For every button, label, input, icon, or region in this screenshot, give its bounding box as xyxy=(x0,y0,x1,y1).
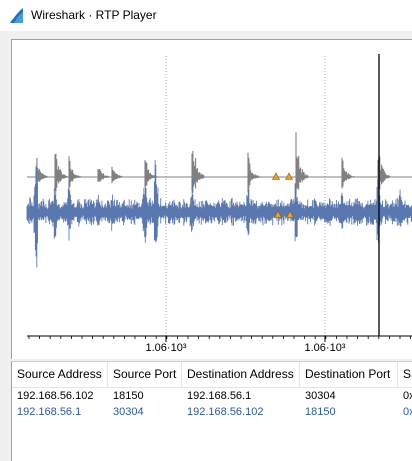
x-tick-label: 1.06·10³ xyxy=(305,342,346,354)
column-header-source-port[interactable]: Source Port xyxy=(108,362,182,387)
cell-destination-port: 18150 xyxy=(305,406,336,418)
window-title: Wireshark · RTP Player xyxy=(31,8,157,22)
table-header: Source Address Source Port Destination A… xyxy=(12,362,412,388)
column-header-source-address[interactable]: Source Address xyxy=(12,362,108,387)
waveform-plot[interactable]: 1.06·10³ 1.06·10³ xyxy=(11,39,412,359)
x-tick-label: 1.06·10³ xyxy=(146,342,187,354)
table-row[interactable]: 192.168.56.102 18150 192.168.56.1 30304 … xyxy=(12,388,412,404)
cell-ssrc: 0x xyxy=(403,406,412,418)
cell-destination-address: 192.168.56.102 xyxy=(187,406,264,418)
stream2-marker xyxy=(273,210,283,218)
stream2-marker xyxy=(285,210,295,218)
column-header-destination-port[interactable]: Destination Port xyxy=(300,362,398,387)
cell-destination-address: 192.168.56.1 xyxy=(187,390,252,402)
cell-source-address: 192.168.56.102 xyxy=(17,390,94,402)
cell-source-port: 18150 xyxy=(113,390,144,402)
cell-ssrc: 0x xyxy=(403,390,412,402)
stream2-waveform xyxy=(26,160,412,268)
title-bar: Wireshark · RTP Player xyxy=(0,0,412,31)
waveform-canvas[interactable]: 1.06·10³ 1.06·10³ xyxy=(12,40,412,359)
column-header-ssrc[interactable]: SS xyxy=(403,367,412,381)
wireshark-fin-icon xyxy=(10,8,23,23)
cell-destination-port: 30304 xyxy=(305,390,336,402)
cell-source-port: 30304 xyxy=(113,406,144,418)
cell-source-address: 192.168.56.1 xyxy=(17,406,82,418)
table-row[interactable]: 192.168.56.1 30304 192.168.56.102 18150 … xyxy=(12,404,412,420)
column-header-destination-address[interactable]: Destination Address xyxy=(182,362,300,387)
stream1-marker xyxy=(271,172,281,180)
stream1-marker xyxy=(284,172,294,180)
stream1-waveform xyxy=(35,132,391,204)
stream-table[interactable]: Source Address Source Port Destination A… xyxy=(11,361,412,461)
